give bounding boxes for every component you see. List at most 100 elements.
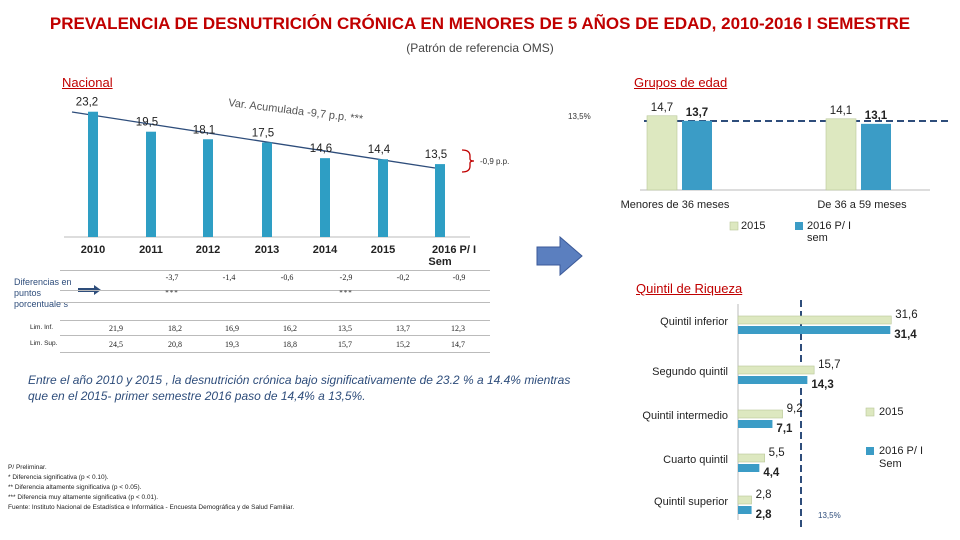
limit-cell: 14,7 (451, 340, 465, 349)
national-value-label: 17,5 (252, 128, 274, 140)
limit-cell: 15,7 (338, 340, 352, 349)
national-tick-label: 2010 (81, 244, 105, 256)
national-bar (203, 139, 213, 237)
quintile-value-label: 31,4 (894, 329, 917, 341)
limit-cell: 20,8 (168, 340, 182, 349)
legend-label-2016: sem (807, 232, 828, 244)
page-title: PREVALENCIA DE DESNUTRICIÓN CRÓNICA EN M… (49, 14, 911, 33)
lim-sup-label: Lim. Sup. (30, 340, 58, 347)
acumulada-label: Var. Acumulada -9,7 p.p. *** (228, 97, 365, 126)
national-bar (146, 131, 156, 237)
footnote: * Diferencia significativa (p < 0.10). (8, 474, 109, 481)
quintile-value-label: 2,8 (756, 509, 773, 521)
limit-cell: 13,7 (396, 324, 410, 333)
quintile-value-label: 2,8 (756, 489, 772, 501)
age-value-label: 14,1 (830, 105, 852, 117)
diff-cell: -0,9 (452, 273, 466, 282)
footnote: Fuente: Instituto Nacional de Estadístic… (8, 504, 295, 511)
limit-cell: 24,5 (109, 340, 123, 349)
footnote: P/ Preliminar. (8, 464, 47, 471)
quintile-value-label: 7,1 (776, 423, 793, 435)
diff-cell: -0,2 (396, 273, 410, 282)
limit-cell: 12,3 (451, 324, 465, 333)
summary-note: Entre el año 2010 y 2015 , la desnutrici… (28, 373, 571, 403)
age-tick-label: De 36 a 59 meses (817, 199, 907, 211)
legend-label-2016: Sem (879, 458, 902, 470)
reference-label-top: 13,5% (568, 112, 591, 121)
limit-cell: 19,3 (225, 340, 239, 349)
national-bar (320, 158, 330, 237)
national-tick-label: Sem (428, 256, 451, 268)
diff-cell: -1,4 (222, 273, 236, 282)
national-tick-label: 2015 (371, 244, 395, 256)
legend-swatch-2016 (866, 447, 874, 455)
age-bar (646, 115, 678, 191)
age-bar (861, 123, 891, 190)
quintile-value-label: 9,2 (787, 403, 803, 415)
quintile-tick-label: Quintil intermedio (642, 410, 728, 422)
diff-cell: -0,6 (280, 273, 294, 282)
legend-label-2016: 2016 P/ I (879, 445, 923, 457)
national-value-label: 23,2 (76, 97, 98, 109)
limit-cell: 18,2 (168, 324, 182, 333)
quintile-tick-label: Cuarto quintil (663, 454, 728, 466)
significance-stars: *** (165, 289, 179, 297)
quintile-tick-label: Quintil superior (654, 496, 728, 508)
age-value-label: 13,7 (686, 107, 708, 119)
limit-cell: 21,9 (109, 324, 123, 333)
legend-swatch-2015 (865, 407, 875, 417)
legend-swatch-2015 (729, 221, 739, 231)
age-bar (682, 120, 712, 190)
national-value-label: 14,4 (368, 144, 391, 156)
page-subtitle: (Patrón de referencia OMS) (406, 41, 554, 55)
quintile-value-label: 15,7 (818, 359, 840, 371)
quintile-bar (738, 506, 752, 514)
national-value-label: 18,1 (193, 124, 215, 136)
quintile-bar (738, 464, 760, 472)
quintile-bar (738, 420, 773, 428)
national-tick-label: 2014 (313, 244, 338, 256)
quintile-value-label: 5,5 (769, 447, 785, 459)
quintile-bar (737, 365, 815, 375)
age-bar (825, 118, 857, 191)
age-value-label: 13,1 (865, 110, 888, 122)
quintile-tick-label: Quintil inferior (660, 316, 728, 328)
section-quintil: Quintil de Riqueza (636, 281, 743, 296)
footnote: *** Diferencia muy altamente significati… (8, 494, 159, 501)
table-label: Diferencias en puntos porcentuale s (14, 277, 72, 309)
diff-cell: -3,7 (165, 273, 179, 282)
quintile-bar (737, 315, 892, 325)
national-tick-label: 2012 (196, 244, 220, 256)
national-bar (88, 111, 98, 237)
national-chart: Var. Acumulada -9,7 p.p. *** -0,9 p.p. 1… (64, 97, 591, 268)
national-tick-label: 2016 P/ I (432, 244, 476, 256)
table-rule (60, 335, 490, 336)
national-bar (435, 164, 445, 237)
quintile-bar (737, 495, 752, 505)
age-group-chart: 2015 2016 P/ I 14,7 14,1 13,7 13,1 Menores d… (621, 102, 950, 244)
national-value-label: 14,6 (310, 143, 332, 155)
legend-label-2015: 2015 (741, 220, 765, 232)
table-rule (60, 270, 490, 271)
trend-line (71, 111, 436, 169)
table-rule (60, 352, 490, 353)
lim-inf-label: Lim. Inf. (30, 324, 54, 331)
national-bar (262, 142, 272, 237)
national-value-label: 13,5 (425, 149, 447, 161)
section-nacional: Nacional (62, 75, 113, 90)
quintile-chart: 13,5% 2015 2016 P/ I Quintil inferior 31,… (642, 300, 923, 528)
change-label: -0,9 p.p. (480, 157, 509, 166)
reference-label-bottom: 13,5% (818, 511, 841, 520)
national-bar (378, 159, 388, 237)
quintile-tick-label: Segundo quintil (652, 366, 728, 378)
limit-cell: 15,2 (396, 340, 410, 349)
legend-label-2015: 2015 (879, 406, 903, 418)
limit-cell: 16,9 (225, 324, 239, 333)
age-value-label: 14,7 (651, 102, 673, 114)
quintile-value-label: 31,6 (895, 309, 917, 321)
change-brace (461, 149, 475, 173)
transition-arrow-icon (536, 236, 583, 276)
national-tick-label: 2011 (139, 244, 163, 256)
quintile-bar (738, 376, 808, 384)
